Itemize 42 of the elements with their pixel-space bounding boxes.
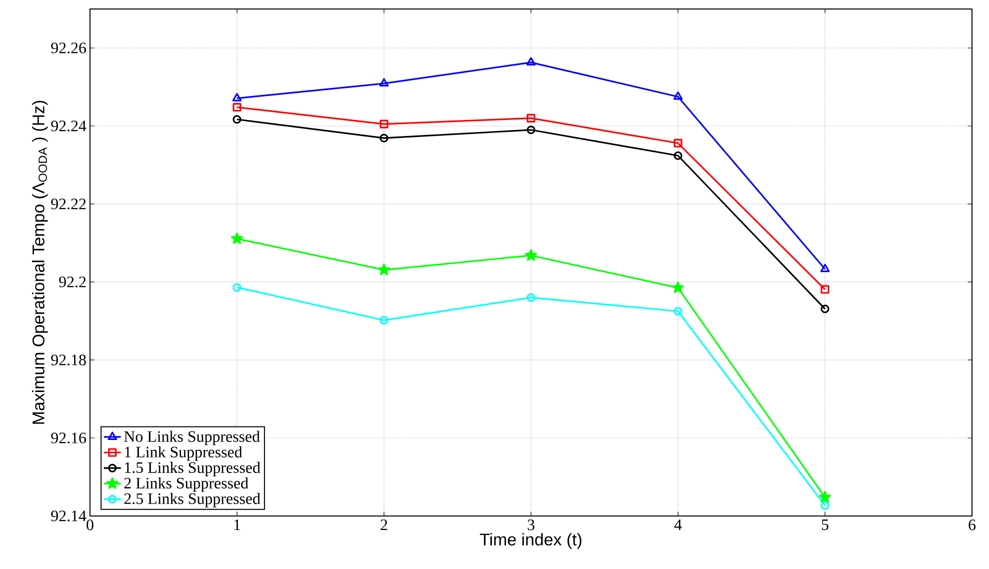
point [674,306,682,316]
x-tick-label: 3 [528,520,534,530]
x-tick-label: 6 [968,520,976,530]
point [380,316,388,324]
point [819,490,832,502]
point [820,264,830,272]
point [232,93,242,102]
y-tick-label: 92.14 [51,510,86,522]
point [672,282,684,294]
point [673,91,683,100]
point [526,293,536,302]
y-axis-title: Maximum Operational Tempo (Λ$_{OODA}$ ) (Hz) [32,100,48,424]
point [380,120,388,128]
point [230,232,244,244]
y-tick-label: 92.22 [51,198,86,210]
x-tick-label: 4 [674,520,682,530]
y-tick-label: 92.18 [51,354,86,366]
point [820,285,830,294]
point [525,249,538,261]
x-tick-label: 1 [234,520,240,530]
y-tick-label: 92.26 [51,42,86,54]
legend-label: 2.5 Links Suppressed [124,492,260,508]
legend-label: 1 Link Suppressed [125,446,242,461]
legend-label: 1.5 Links Suppressed [125,462,260,476]
point [526,57,536,66]
y-tick-label: 92.16 [51,432,86,444]
x-tick-label: 0 [86,520,94,530]
point [674,151,682,160]
point [379,78,389,87]
x-tick-label: 2 [380,520,388,530]
point [526,126,536,134]
point [232,102,242,112]
legend-label: No Links Suppressed [124,430,260,446]
legend-label: 2 Links Suppressed [124,477,248,492]
y-tick-label: 92.2 [59,276,86,288]
point [378,264,390,276]
point [526,114,536,122]
y-tick-label: 92.24 [51,120,86,132]
x-axis-title: Time index (t) [480,533,582,549]
point [674,138,682,148]
x-tick-label: 5 [822,520,828,530]
point [380,134,388,142]
